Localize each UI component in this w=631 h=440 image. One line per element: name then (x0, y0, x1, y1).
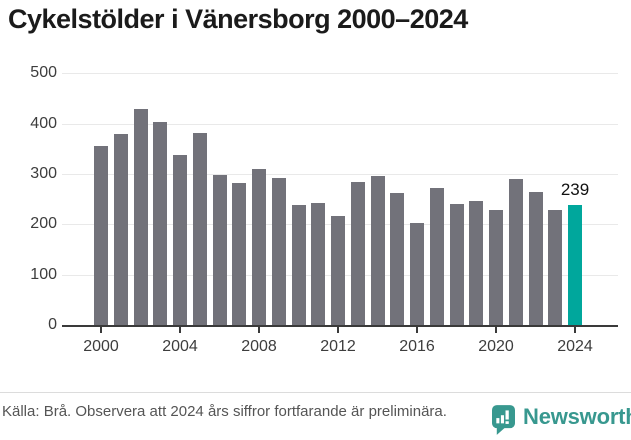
bar-2000 (94, 145, 108, 325)
bar-2008 (252, 169, 266, 325)
bar-2009 (271, 177, 286, 325)
x-axis-label: 2004 (162, 338, 198, 355)
x-axis-label: 2020 (478, 338, 514, 355)
value-label: 239 (560, 179, 590, 199)
y-axis-label: 400 (30, 114, 57, 132)
bar-2004 (173, 155, 187, 325)
bar-2006 (212, 174, 227, 325)
bar-2013 (350, 182, 365, 325)
bar-2001 (113, 133, 128, 325)
source-note: Källa: Brå. Observera att 2024 års siffr… (2, 403, 447, 420)
bar-2012 (331, 216, 345, 325)
bar-2022 (528, 191, 543, 325)
bar-2014 (370, 175, 385, 325)
y-axis-label: 500 (30, 64, 57, 82)
x-axis-label: 2008 (241, 338, 277, 355)
y-axis-label: 200 (30, 215, 57, 233)
bar-2024 (568, 204, 582, 325)
x-tick (179, 326, 181, 333)
gridline (62, 73, 618, 75)
newsworthy-logo[interactable]: Newsworthy (492, 405, 631, 440)
bar-2018 (449, 204, 464, 325)
x-axis-line (62, 324, 618, 327)
chart-title: Cykelstölder i Vänersborg 2000–2024 (8, 4, 468, 34)
newsworthy-bubble-chart-icon (492, 405, 515, 440)
x-tick (495, 326, 497, 333)
bar-2002 (133, 109, 148, 325)
bar-2021 (508, 178, 523, 325)
y-axis-label: 0 (48, 316, 57, 333)
bar-2019 (469, 201, 484, 325)
gridline (62, 123, 618, 125)
gridline (62, 173, 618, 175)
bar-2016 (410, 223, 424, 325)
y-axis-label: 300 (30, 164, 57, 182)
bar-2011 (311, 203, 326, 325)
x-axis-label: 2016 (399, 338, 435, 355)
footer: Källa: Brå. Observera att 2024 års siffr… (0, 392, 631, 439)
bar-2005 (192, 132, 207, 325)
x-axis-label: 2000 (83, 338, 119, 355)
bar-chart: 0 100 200 300 400 500 2000 2004 2008 2012 2016 2020… (0, 60, 631, 360)
bar-2015 (390, 193, 405, 325)
x-tick (574, 326, 576, 333)
x-axis-label: 2024 (557, 338, 593, 355)
y-axis-label: 100 (30, 265, 57, 283)
newsworthy-brand-text: Newsworthy (523, 404, 631, 429)
bar-2010 (291, 205, 306, 325)
x-tick (337, 326, 339, 333)
bar-2003 (153, 121, 168, 325)
bar-2020 (489, 210, 503, 325)
x-tick (416, 326, 418, 333)
bar-2017 (429, 188, 444, 325)
x-axis-label: 2012 (320, 338, 356, 355)
bar-2023 (548, 210, 563, 325)
bar-2007 (232, 182, 247, 325)
x-tick (258, 326, 260, 333)
x-tick (100, 326, 102, 333)
